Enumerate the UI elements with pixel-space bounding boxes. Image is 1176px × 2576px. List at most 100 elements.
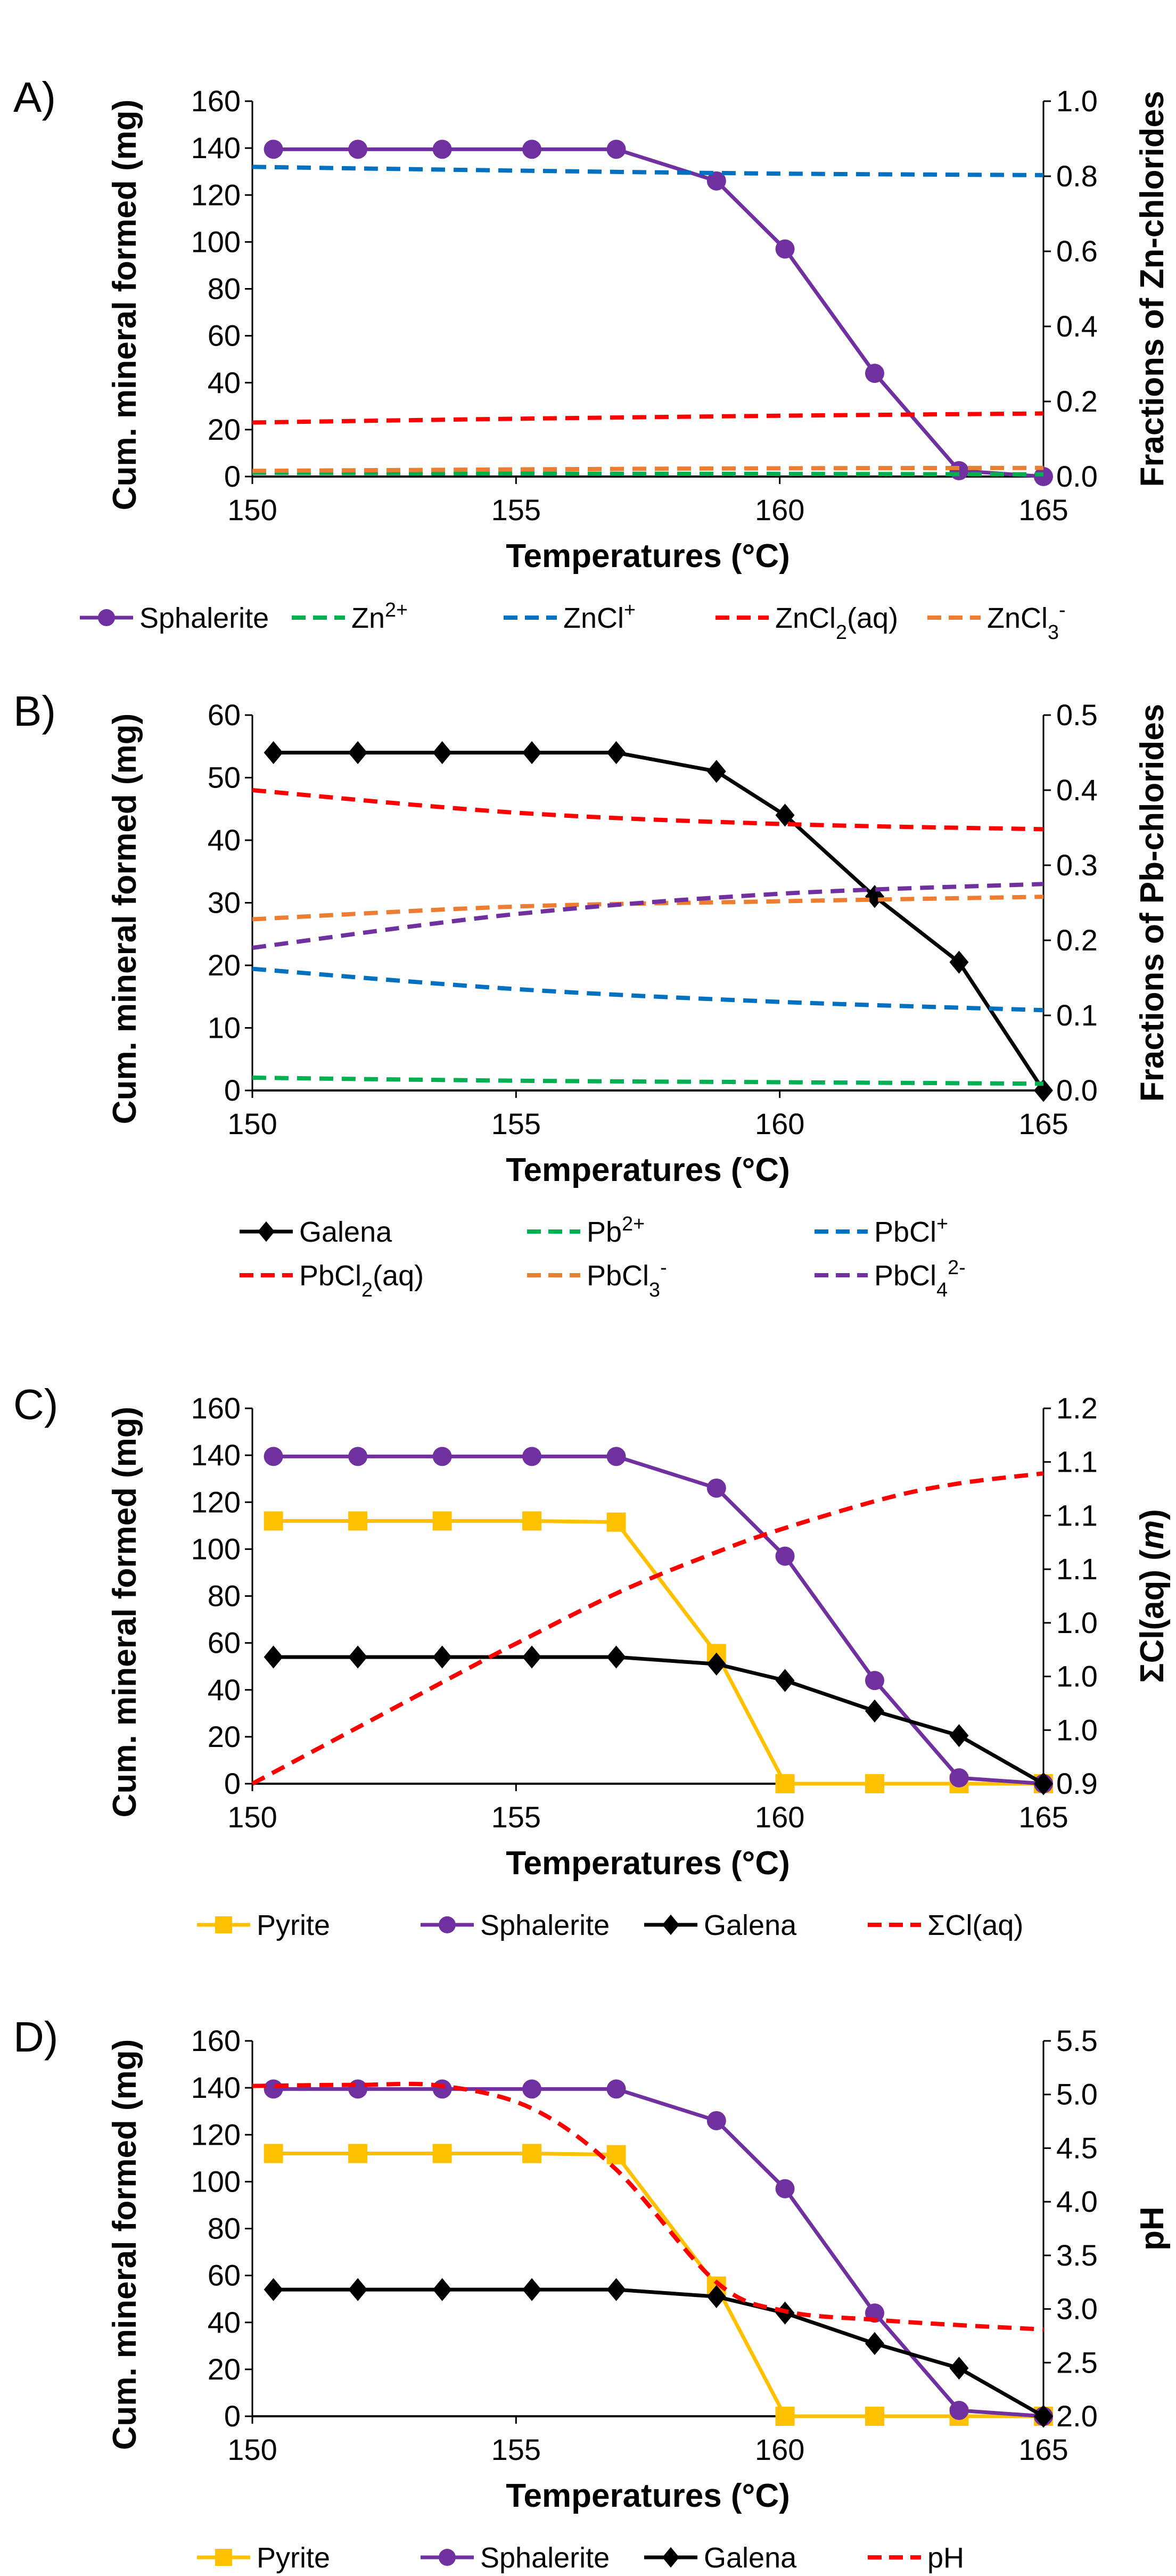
- y-tick-label: 0: [224, 460, 241, 493]
- y-tick-label: 30: [208, 886, 241, 920]
- text-part: +: [624, 599, 636, 621]
- y-right-tick-label: 5.5: [1056, 2024, 1098, 2057]
- y-right-tick-label: 2.5: [1056, 2345, 1098, 2379]
- y-tick-label: 140: [191, 2071, 241, 2104]
- series-pbcl2-aq-: [252, 788, 1044, 832]
- text-part: Sphalerite: [480, 2542, 610, 2574]
- x-tick-label: 160: [755, 1800, 804, 1834]
- legend-label: PbCl+: [874, 1213, 948, 1248]
- legend-item: Sphalerite: [421, 2542, 610, 2574]
- text-part: Pyrite: [257, 1909, 330, 1941]
- y-tick-label: 50: [208, 761, 241, 794]
- text-part: pH: [1134, 2206, 1171, 2251]
- series-sphalerite: [264, 1447, 1053, 1793]
- legend-item: ZnCl+: [504, 599, 636, 634]
- y-axis-right-title: Fractions of Zn-chlorides: [1134, 91, 1171, 487]
- series-pbcl3-: [252, 895, 1044, 922]
- series-pbcl4-2-: [252, 882, 1044, 950]
- x-tick-label: 160: [755, 2433, 804, 2466]
- text-part: ZnCl: [563, 602, 624, 634]
- legend-item: Zn2+: [292, 599, 408, 634]
- marker-diamond: [606, 2278, 626, 2301]
- marker-diamond: [432, 1645, 452, 1669]
- x-tick-label: 160: [755, 493, 804, 527]
- text-part: 2+: [385, 599, 408, 621]
- marker-diamond: [522, 2278, 542, 2301]
- y-right-tick-label: 0.0: [1056, 460, 1098, 493]
- series-line: [252, 2081, 1044, 2332]
- marker-circle: [949, 461, 969, 480]
- text-part: Pyrite: [257, 2542, 330, 2574]
- legend-item: Galena: [644, 2542, 797, 2574]
- marker-circle: [264, 1447, 283, 1466]
- marker-diamond: [1034, 1772, 1053, 1795]
- marker-circle: [706, 1478, 726, 1498]
- legend-item: Pyrite: [197, 1909, 330, 1941]
- y-right-tick-label: 1.1: [1056, 1498, 1098, 1532]
- text-part: Fractions of Pb-chlorides: [1134, 704, 1171, 1102]
- series-galena: [264, 2278, 1053, 2428]
- marker-circle: [775, 1546, 795, 1566]
- y-right-tick-label: 0.6: [1056, 234, 1098, 268]
- legend-label: ZnCl2(aq): [775, 602, 898, 644]
- legend-item: PbCl3-: [527, 1257, 667, 1301]
- marker-diamond: [522, 1645, 542, 1669]
- series-line: [273, 2087, 1044, 2418]
- marker-diamond: [606, 741, 626, 765]
- marker-circle: [865, 1671, 884, 1691]
- legend-label: PbCl3-: [587, 1257, 667, 1301]
- y-right-tick-label: 3.0: [1056, 2292, 1098, 2326]
- y-right-tick-label: 0.8: [1056, 159, 1098, 193]
- y-tick-label: 100: [191, 2164, 241, 2198]
- x-tick-label: 150: [227, 1107, 277, 1141]
- y-right-tick-label: 1.2: [1056, 1391, 1098, 1425]
- panel-c: C) 0 20 40 60 80 100 120 140 160 0.9 1.0 1.0 1.0 1.1 1.…: [13, 1381, 1171, 1941]
- y-right-tick-label: 5.0: [1056, 2078, 1098, 2111]
- y-right-tick-label: 0.2: [1056, 384, 1098, 418]
- y-tick-label: 20: [208, 2352, 241, 2386]
- series-line: [273, 1519, 1043, 1786]
- x-tick-label: 165: [1018, 493, 1068, 527]
- y-right-tick-label: 0.3: [1056, 848, 1098, 882]
- marker-square: [606, 1512, 626, 1532]
- text-part: 2-: [948, 1257, 966, 1279]
- text-part: Zn: [351, 602, 385, 634]
- legend-item: ZnCl3-: [927, 599, 1066, 644]
- y-right-tick-label: 1.0: [1056, 84, 1098, 118]
- y-tick-label: 0: [224, 2399, 241, 2433]
- text-part: Pb: [587, 1216, 622, 1248]
- marker-diamond: [706, 1652, 726, 1676]
- legend-label: Galena: [704, 2542, 797, 2574]
- y-axis-right-title: ΣCl(aq) (m): [1134, 1509, 1171, 1683]
- legend-item: Pb2+: [527, 1213, 645, 1248]
- panel-label: D): [13, 2013, 58, 2061]
- y-tick-label: 80: [208, 272, 241, 306]
- series-pbcl-: [252, 966, 1044, 1013]
- text-part: 2: [361, 1279, 373, 1301]
- marker-circle: [348, 1447, 368, 1466]
- text-part: PbCl: [874, 1216, 936, 1248]
- marker-circle: [775, 2179, 795, 2198]
- marker-circle: [432, 2079, 452, 2099]
- y-axis-title: Cum. mineral formed (mg): [106, 1407, 143, 1818]
- y-right-tick-label: 1.0: [1056, 1606, 1098, 1639]
- y-tick-label: 40: [208, 823, 241, 857]
- text-part: Fractions of Zn-chlorides: [1134, 91, 1171, 487]
- text-part: +: [936, 1213, 948, 1235]
- legend-item: Pyrite: [197, 2542, 330, 2574]
- legend-item: PbCl+: [815, 1213, 948, 1248]
- marker-diamond: [264, 1645, 283, 1669]
- text-part: 4: [936, 1279, 948, 1301]
- legend-item: ZnCl2(aq): [716, 602, 898, 644]
- series-line: [252, 470, 1044, 477]
- text-part: Sphalerite: [480, 1909, 610, 1941]
- text-part: Galena: [704, 2542, 797, 2574]
- legend-label: ΣCl(aq): [927, 1909, 1023, 1941]
- marker-diamond: [949, 2357, 969, 2380]
- y-right-tick-label: 3.5: [1056, 2238, 1098, 2272]
- y-tick-label: 20: [208, 1720, 241, 1753]
- y-right-tick-label: 0.5: [1056, 698, 1098, 732]
- marker-diamond: [1034, 2405, 1053, 2428]
- panel-label: B): [13, 687, 56, 735]
